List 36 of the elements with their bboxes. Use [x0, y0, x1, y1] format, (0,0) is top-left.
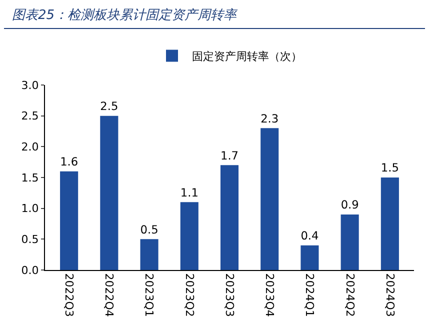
data-label: 0.4: [300, 228, 319, 242]
x-tick-label: 2023Q3: [222, 273, 236, 317]
data-label: 1.1: [180, 185, 198, 200]
data-label: 0.5: [140, 222, 158, 236]
x-tick-label: 2023Q2: [182, 273, 196, 317]
data-label: 1.7: [220, 148, 239, 162]
legend-label: 固定资产周转率（次）: [192, 50, 302, 63]
data-label: 2.5: [100, 98, 118, 113]
bar: [180, 202, 198, 270]
x-tick-label: 2024Q3: [383, 273, 396, 317]
bar: [340, 214, 359, 270]
y-tick-label: 3.0: [21, 78, 39, 92]
bar: [100, 116, 118, 270]
y-tick-label: 1.0: [21, 202, 39, 216]
data-label: 1.6: [60, 154, 78, 168]
bar: [300, 245, 319, 270]
y-tick-label: 0.0: [21, 264, 39, 277]
data-label: 2.3: [260, 111, 279, 126]
data-label: 1.5: [380, 160, 399, 175]
x-tick-label: 2022Q4: [102, 273, 116, 317]
x-tick-label: 2023Q1: [142, 273, 156, 317]
x-tick-label: 2024Q2: [343, 273, 356, 317]
y-tick-label: 2.5: [21, 110, 39, 123]
chart-title: 图表25：检测板块累计固定资产周转率: [4, 0, 425, 29]
y-tick-label: 0.5: [21, 233, 39, 246]
x-tick-label: 2023Q4: [263, 273, 276, 317]
bar: [220, 165, 239, 270]
bar: [380, 178, 399, 270]
y-tick-label: 1.5: [21, 171, 39, 184]
x-tick-label: 2024Q1: [303, 273, 316, 317]
bar: [140, 239, 158, 270]
x-tick-label: 2022Q3: [62, 273, 76, 317]
data-label: 0.9: [340, 198, 359, 212]
y-tick-label: 2.0: [21, 140, 39, 154]
bar: [60, 171, 78, 270]
bar: [260, 128, 279, 270]
